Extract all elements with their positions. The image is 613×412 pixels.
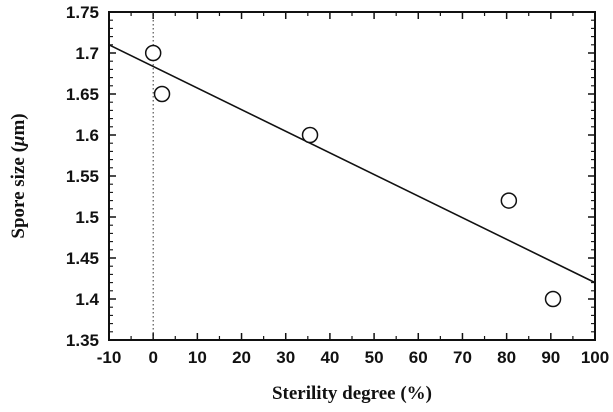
x-tick-label: 90 — [541, 348, 560, 367]
y-tick-label: 1.7 — [75, 44, 99, 63]
x-tick-label: 100 — [581, 348, 609, 367]
x-tick-label: 80 — [497, 348, 516, 367]
y-axis-tick-labels: 1.35 1.4 1.45 1.5 1.55 1.6 1.65 1.7 1.75 — [66, 3, 100, 350]
x-tick-label: 20 — [232, 348, 251, 367]
x-tick-label: 10 — [188, 348, 207, 367]
y-axis-title: Spore size (μm) — [8, 113, 29, 238]
y-axis-ticks — [109, 11, 595, 341]
data-point — [544, 290, 562, 308]
y-axis-title-prefix: Spore size ( — [8, 146, 29, 239]
x-tick-label: 40 — [320, 348, 339, 367]
data-point — [144, 44, 162, 62]
x-tick-label: 60 — [409, 348, 428, 367]
plot-frame — [108, 11, 596, 341]
y-tick-label: 1.5 — [75, 208, 99, 227]
x-axis-ticks — [108, 12, 596, 340]
data-point — [301, 126, 319, 144]
x-tick-label: 0 — [148, 348, 157, 367]
data-point — [153, 85, 171, 103]
x-tick-label: 50 — [365, 348, 384, 367]
y-tick-label: 1.45 — [66, 249, 99, 268]
x-axis-tick-labels: -10 0 10 20 30 40 50 60 70 80 90 100 — [97, 348, 609, 367]
y-tick-label: 1.55 — [66, 167, 99, 186]
y-axis-title-suffix: m) — [8, 113, 29, 135]
data-point — [500, 192, 518, 209]
y-tick-label: 1.65 — [66, 85, 99, 104]
data-points — [144, 44, 562, 308]
y-axis-title-mu: μ — [8, 136, 29, 148]
x-tick-label: 30 — [276, 348, 295, 367]
y-tick-label: 1.6 — [75, 126, 99, 145]
regression-line — [108, 44, 596, 284]
y-tick-label: 1.75 — [66, 3, 99, 22]
y-tick-label: 1.35 — [66, 331, 99, 350]
x-axis-title: Sterility degree (%) — [272, 383, 432, 404]
x-tick-label: -10 — [97, 348, 122, 367]
x-tick-label: 70 — [453, 348, 472, 367]
y-tick-label: 1.4 — [75, 290, 99, 309]
